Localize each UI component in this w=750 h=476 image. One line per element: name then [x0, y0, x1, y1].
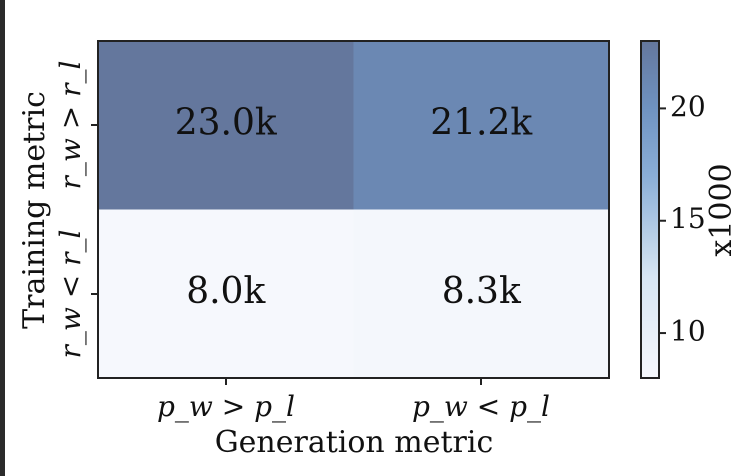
- heatmap-cell-r1-c1: [353, 209, 609, 378]
- heatmap-cell-r0-c1: [353, 41, 609, 210]
- heatmap-cell-r0-c0: [98, 41, 354, 210]
- colorbar-tick-label-1: 15: [670, 202, 706, 235]
- colorbar: [640, 40, 660, 379]
- colorbar-tick-label-2: 10: [670, 315, 706, 348]
- plot-frame: [97, 40, 610, 379]
- cell-value-r1-c1: 8.3k: [442, 271, 522, 312]
- x-axis-title: Generation metric: [215, 425, 494, 460]
- x-tick-label-1: p_w < p_l: [412, 390, 550, 423]
- heatmap-cell-r1-c0: [98, 209, 354, 378]
- y-tick-label-1: r_w < r_l: [54, 230, 87, 359]
- window-edge: [0, 0, 5, 476]
- cell-value-r1-c0: 8.0k: [186, 271, 266, 312]
- colorbar-tick-label-0: 20: [670, 90, 706, 123]
- colorbar-label: x1000: [704, 163, 739, 256]
- y-tick-label-0: r_w > r_l: [54, 61, 87, 190]
- x-tick-label-0: p_w > p_l: [157, 390, 295, 423]
- cell-value-r0-c0: 23.0k: [175, 102, 278, 143]
- cell-value-r0-c1: 21.2k: [430, 102, 533, 143]
- y-axis-title: Training metric: [17, 91, 52, 329]
